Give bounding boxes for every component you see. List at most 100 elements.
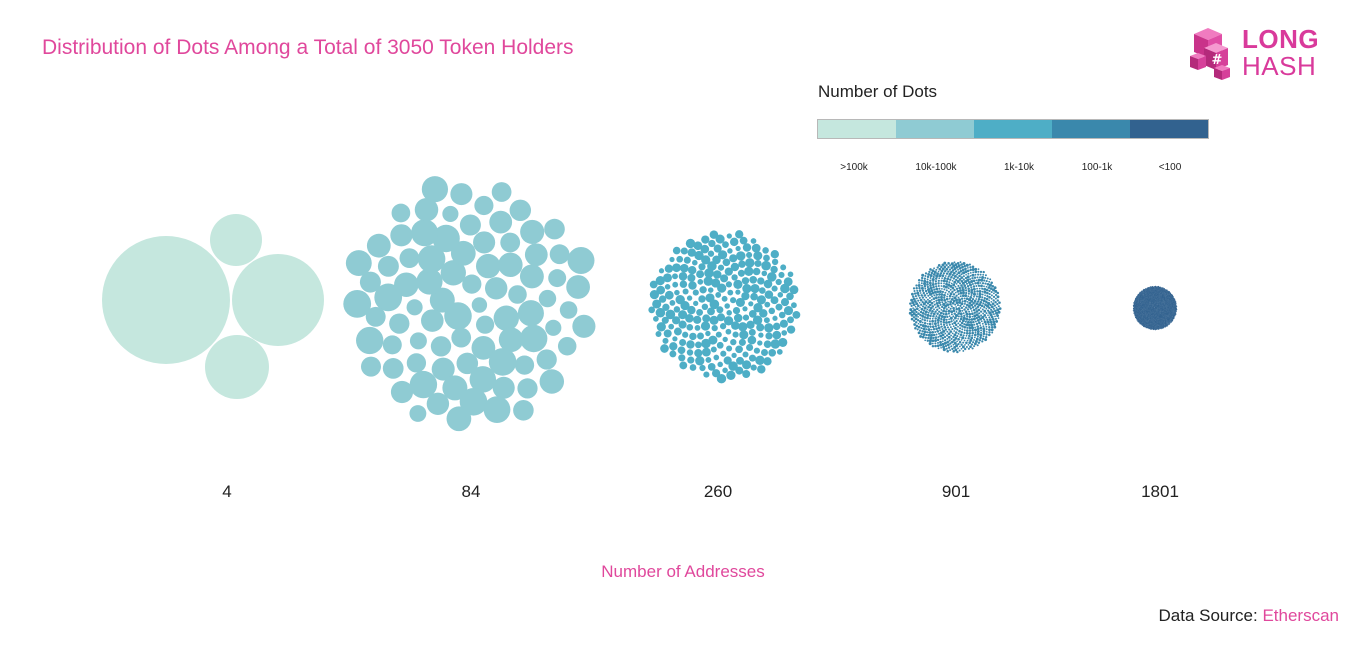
bubble-100-1k [962, 341, 965, 344]
bubble-<100 [1146, 298, 1149, 301]
bubble-100-1k [932, 312, 936, 316]
bubble-100-1k [991, 318, 995, 321]
bubble-100-1k [937, 279, 940, 282]
bubble-100-1k [953, 261, 956, 264]
bubble-<100 [1145, 320, 1147, 322]
bubble-<100 [1169, 318, 1171, 320]
bubble-100-1k [991, 310, 995, 314]
bubble-100-1k [931, 330, 935, 334]
bubble-1k-10k [783, 306, 794, 316]
bubble-100-1k [971, 306, 975, 309]
bubble-1k-10k [763, 357, 772, 366]
bubble-100-1k [967, 267, 969, 269]
bubble-10k-100k [360, 356, 382, 377]
bubble-100-1k [988, 331, 991, 334]
bubble-<100 [1149, 318, 1151, 320]
bubble-100-1k [915, 286, 918, 290]
bubble-<100 [1143, 322, 1145, 324]
bubble-100-1k [936, 308, 939, 311]
bubble-1k-10k [674, 289, 680, 296]
bubble-100-1k [952, 283, 956, 287]
bubble-100-1k [946, 326, 949, 329]
bubble-100-1k [950, 334, 952, 337]
bubble-<100 [1147, 320, 1149, 322]
bubble-10k-100k [366, 233, 391, 258]
bubble-100-1k [924, 287, 927, 290]
bubble-100-1k [918, 301, 921, 304]
bubble-100-1k [958, 309, 962, 313]
bubble-1k-10k [770, 265, 778, 274]
bubble-<100 [1142, 299, 1144, 301]
bubble-100-1k [946, 343, 950, 347]
bubble-1k-10k [711, 278, 721, 288]
bubble-100-1k [982, 273, 985, 276]
bubble-100-1k [926, 331, 929, 334]
bubble-100-1k [953, 267, 957, 271]
bubble-100-1k [993, 304, 997, 307]
bubble-100-1k [942, 329, 946, 333]
bubble-100-1k [950, 310, 954, 314]
bubble-<100 [1163, 326, 1165, 329]
bubble-100-1k [982, 327, 986, 331]
bubble-1k-10k [786, 325, 796, 334]
bubble-1k-10k [748, 301, 754, 307]
bubble-100-1k [920, 332, 923, 336]
bubble-<100 [1167, 324, 1169, 326]
bubble-<100 [1153, 286, 1155, 288]
bubble-1k-10k [687, 265, 697, 275]
bubble-100-1k [987, 286, 991, 289]
bubble-<100 [1145, 316, 1147, 318]
bubble-100-1k [970, 336, 974, 340]
bubble-100-1k [926, 316, 929, 320]
bubble-1k-10k [672, 263, 681, 273]
bubble-100-1k [960, 302, 964, 306]
bubble-1k-10k [692, 289, 699, 296]
legend-label: <100 [1158, 162, 1182, 173]
bubble-100-1k [980, 278, 984, 282]
bubble-100-1k [921, 273, 925, 277]
bubble-1k-10k [707, 261, 717, 271]
bubble-<100 [1160, 294, 1162, 296]
bubble-1k-10k [733, 279, 743, 289]
bubble-<100 [1138, 292, 1141, 294]
bubble-100-1k [952, 325, 955, 328]
bubble-<100 [1143, 301, 1145, 304]
bubble-100-1k [965, 345, 968, 349]
bubble-100-1k [955, 294, 958, 297]
bubble-100-1k [966, 308, 970, 311]
bubble-100-1k [964, 276, 968, 280]
bubble-100-1k [916, 319, 920, 322]
bubble-100-1k [915, 307, 919, 311]
bubble-<100 [1150, 320, 1152, 322]
bubble-1k-10k [730, 262, 740, 272]
bubble-100-1k [933, 303, 936, 306]
bubble-100-1k [947, 312, 950, 315]
bubble-100-1k [992, 307, 996, 310]
bubble-<100 [1166, 317, 1169, 319]
bubble-<100 [1141, 297, 1143, 299]
data-source-link[interactable]: Etherscan [1262, 606, 1339, 625]
bubble-1k-10k [770, 339, 781, 349]
bubble-<100 [1169, 294, 1171, 296]
bubble-100-1k [973, 323, 976, 326]
bubble-100-1k [926, 285, 929, 289]
bubble-<100 [1163, 315, 1165, 317]
bubble-1k-10k [737, 269, 745, 277]
bubble-1k-10k [787, 271, 794, 278]
bubble-<100 [1132, 305, 1135, 307]
bubble-100-1k [939, 334, 943, 338]
bubble-100-1k [935, 315, 938, 318]
bubble-<100 [1149, 322, 1152, 324]
bubble-100-1k [998, 307, 1002, 310]
bubble-1k-10k [701, 235, 710, 244]
bubble-1k-10k [656, 322, 666, 332]
data-source-prefix: Data Source: [1158, 606, 1263, 625]
bubble-100-1k [983, 306, 986, 309]
bubble-1k-10k [707, 250, 715, 257]
bubble-100-1k [935, 268, 938, 271]
bubble-100-1k [992, 320, 996, 324]
bubble-<100 [1165, 317, 1167, 319]
bubble-<100 [1150, 302, 1152, 304]
bubble-100-1k [928, 303, 932, 307]
